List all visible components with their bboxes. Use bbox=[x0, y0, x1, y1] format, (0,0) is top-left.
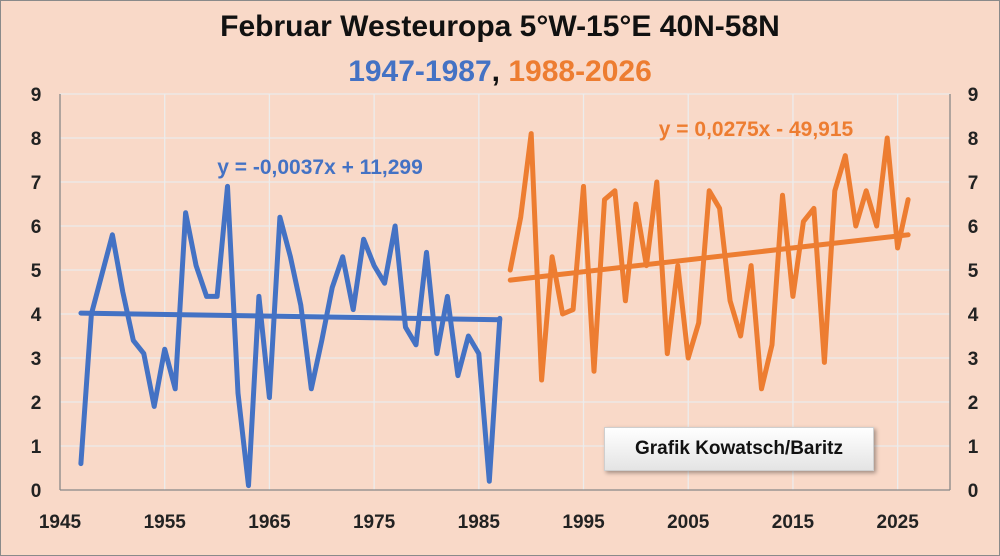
y-tick-label-left: 6 bbox=[31, 217, 42, 238]
y-tick-label-left: 2 bbox=[31, 393, 42, 414]
y-tick-label-left: 3 bbox=[31, 349, 42, 370]
plot-area bbox=[60, 94, 950, 490]
y-tick-label-left: 4 bbox=[31, 305, 42, 326]
x-tick-label: 2015 bbox=[772, 512, 815, 533]
trendline-1 bbox=[78, 310, 503, 323]
x-tick-label: 1955 bbox=[144, 512, 187, 533]
y-tick-label-right: 4 bbox=[968, 305, 979, 326]
y-tick-label-right: 1 bbox=[968, 437, 979, 458]
x-tick-label: 2025 bbox=[877, 512, 920, 533]
series-line-2 bbox=[507, 131, 911, 392]
trendline-2 bbox=[507, 232, 911, 283]
subtitle-separator: , bbox=[491, 55, 509, 88]
chart-title: Februar Westeuropa 5°W-15°E 40N-58N bbox=[220, 10, 780, 43]
y-tick-label-left: 8 bbox=[31, 129, 42, 150]
x-tick-label: 1945 bbox=[39, 512, 82, 533]
y-tick-label-right: 9 bbox=[968, 85, 979, 106]
x-tick-label: 1975 bbox=[353, 512, 396, 533]
y-tick-label-left: 7 bbox=[31, 173, 42, 194]
trend-equation-1: y = -0,0037x + 11,299 bbox=[217, 156, 423, 179]
y-tick-label-left: 0 bbox=[31, 481, 42, 502]
y-tick-label-right: 0 bbox=[968, 481, 979, 502]
trend-equation-2: y = 0,0275x - 49,915 bbox=[659, 118, 854, 141]
x-tick-label: 1995 bbox=[562, 512, 605, 533]
series-line-1 bbox=[78, 183, 503, 489]
subtitle-series2: 1988-2026 bbox=[508, 55, 652, 88]
y-tick-label-left: 9 bbox=[31, 85, 42, 106]
subtitle-series1: 1947-1987 bbox=[348, 55, 492, 88]
y-tick-label-right: 3 bbox=[968, 349, 979, 370]
y-tick-label-left: 5 bbox=[31, 261, 42, 282]
x-tick-label: 2005 bbox=[667, 512, 710, 533]
x-tick-label: 1985 bbox=[458, 512, 501, 533]
y-tick-label-right: 5 bbox=[968, 261, 979, 282]
credit-box: Grafik Kowatsch/Baritz bbox=[604, 427, 874, 471]
y-tick-label-right: 6 bbox=[968, 217, 979, 238]
y-tick-label-right: 7 bbox=[968, 173, 979, 194]
y-tick-label-right: 2 bbox=[968, 393, 979, 414]
y-tick-label-right: 8 bbox=[968, 129, 979, 150]
x-tick-label: 1965 bbox=[248, 512, 291, 533]
y-tick-label-left: 1 bbox=[31, 437, 42, 458]
chart-subtitle: 1947-1987, 1988-2026 bbox=[0, 55, 1000, 89]
